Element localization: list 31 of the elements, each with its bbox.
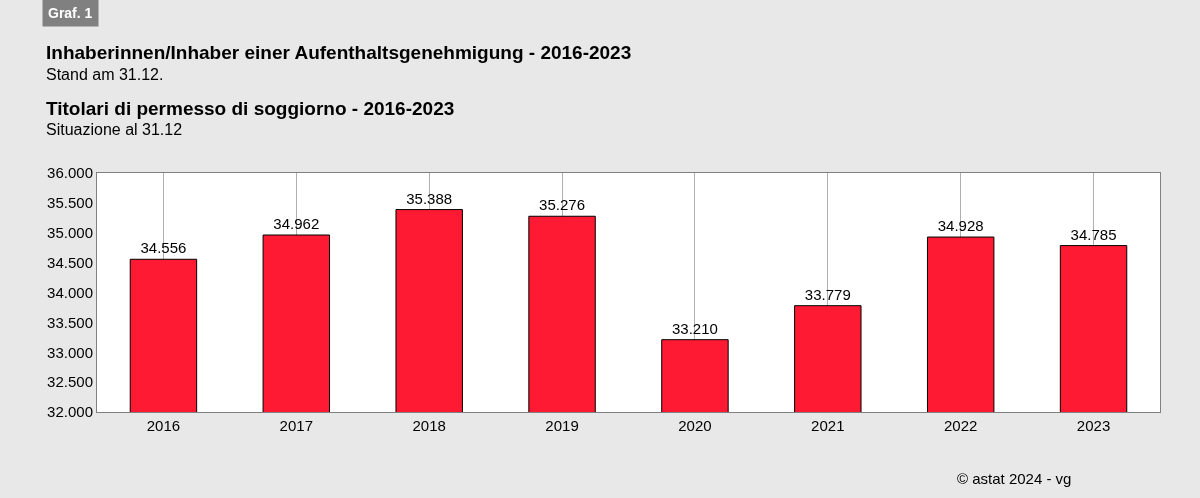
y-tick-label: 32.000 — [47, 403, 93, 421]
x-tick-label: 2016 — [146, 417, 181, 434]
x-tick-label: 2020 — [678, 417, 712, 434]
y-tick-label: 34.000 — [47, 283, 93, 301]
data-label: 34.556 — [140, 239, 187, 257]
y-tick-label: 33.000 — [47, 343, 93, 361]
data-label: 35.276 — [539, 196, 586, 214]
x-tick-label: 2017 — [279, 417, 313, 434]
x-tick-label: 2022 — [944, 417, 978, 434]
data-label: 35.388 — [406, 189, 453, 207]
text: © astat 2024 - vg — [957, 470, 1072, 487]
y-tick-label: 35.500 — [47, 194, 93, 212]
text: Situazione al 31.12 — [46, 121, 183, 138]
x-tick-label: 2023 — [1076, 417, 1111, 434]
y-tick-label: 34.500 — [47, 253, 93, 271]
text: Titolari di permesso di soggiorno - 2016-2023 — [46, 98, 455, 119]
chart-title: Inhaberinnen/Inhaber einer Aufenthaltsgenehmigung - 2016-2023 — [46, 42, 632, 63]
text: Graf. 1 — [48, 5, 93, 21]
y-tick-label: 33.500 — [47, 313, 93, 331]
x-tick-label: 2019 — [545, 417, 579, 434]
y-tick-label: 32.500 — [47, 373, 93, 391]
y-tick-label: 35.000 — [47, 224, 93, 241]
chart-subtitle: Stand am 31.12. — [46, 66, 164, 83]
data-label: 34.785 — [1070, 225, 1117, 243]
data-label: 33.779 — [804, 285, 851, 303]
y-tick-label: 36.000 — [47, 164, 93, 182]
x-tick-label: 2021 — [811, 417, 845, 434]
x-tick-label: 2018 — [412, 417, 446, 434]
data-label: 34.928 — [937, 217, 984, 235]
data-label: 33.210 — [671, 319, 718, 337]
data-label: 34.962 — [273, 215, 320, 233]
